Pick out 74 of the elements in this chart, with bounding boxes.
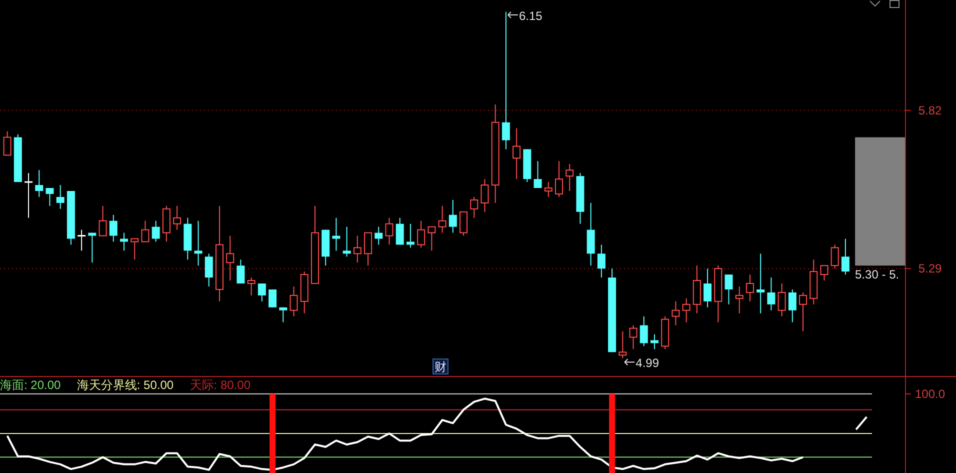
candlestick [290, 286, 298, 317]
candlestick [109, 214, 118, 242]
candlestick [502, 11, 510, 150]
candlestick [460, 211, 468, 236]
candlestick [746, 274, 754, 302]
candlestick [204, 253, 213, 287]
candlestick [194, 220, 202, 266]
candlestick [247, 277, 256, 296]
candlestick [735, 286, 744, 314]
candlestick [672, 300, 680, 326]
candlestick [342, 226, 351, 258]
candlestick [597, 244, 606, 278]
candlestick [640, 316, 648, 347]
candlestick [830, 244, 839, 270]
candlestick [512, 128, 521, 180]
candlestick [470, 196, 478, 218]
candlestick [534, 160, 542, 188]
candlestick [799, 292, 808, 332]
candlestick [788, 288, 796, 323]
candlestick [480, 178, 489, 212]
candlestick [226, 235, 234, 282]
candlestick [692, 265, 701, 314]
y-tick-label: 5.82 [918, 103, 942, 118]
candlestick [756, 253, 765, 314]
ref-line-label: 天际: 80.00 [190, 378, 251, 392]
ref-line-label: 海天分界线: 50.00 [76, 378, 174, 392]
annotation: 6.15 [518, 8, 543, 23]
candlestick [724, 274, 733, 305]
annotation: 4.99 [636, 356, 660, 370]
candlestick [279, 306, 288, 323]
candlestick [46, 188, 54, 206]
ref-line-label: 海面: 20.00 [0, 378, 62, 392]
candlestick [778, 282, 786, 317]
candlestick [76, 229, 86, 252]
candlestick [35, 170, 44, 198]
candlestick [554, 160, 563, 198]
candlestick [820, 265, 828, 282]
candlestick [236, 259, 245, 284]
candlestick [586, 202, 595, 266]
candlestick [141, 220, 150, 242]
candlestick [56, 184, 64, 210]
candlestick [364, 232, 372, 266]
candlestick [428, 226, 436, 252]
y-tick-label: 5.29 [918, 262, 942, 276]
candlestick [162, 205, 170, 242]
candlestick [618, 330, 627, 359]
candlestick [448, 199, 457, 234]
candlestick [268, 288, 277, 308]
candlestick [353, 235, 362, 264]
candlestick [650, 334, 658, 350]
candlestick [374, 226, 383, 246]
candlestick [629, 324, 638, 350]
candlestick [841, 238, 850, 276]
candlestick [704, 268, 712, 308]
candlestick [406, 223, 414, 248]
candlestick [24, 172, 34, 218]
candlestick [417, 220, 426, 248]
candlestick [120, 232, 128, 252]
candlestick [152, 220, 160, 242]
candlestick [258, 282, 266, 302]
candlestick [566, 164, 574, 192]
band-label: 5.30 - 5. [855, 268, 900, 282]
candlestick [385, 217, 394, 246]
candlestick [544, 182, 552, 198]
candlestick [98, 205, 107, 236]
candlestick [173, 205, 182, 230]
candlestick [396, 217, 404, 246]
y-tick-label: 100.0 [914, 386, 946, 401]
candlestick [130, 238, 139, 260]
candlestick [767, 277, 776, 311]
candlestick [682, 298, 690, 323]
candlestick [438, 205, 446, 234]
candlestick [3, 130, 12, 156]
candlestick [332, 217, 340, 252]
